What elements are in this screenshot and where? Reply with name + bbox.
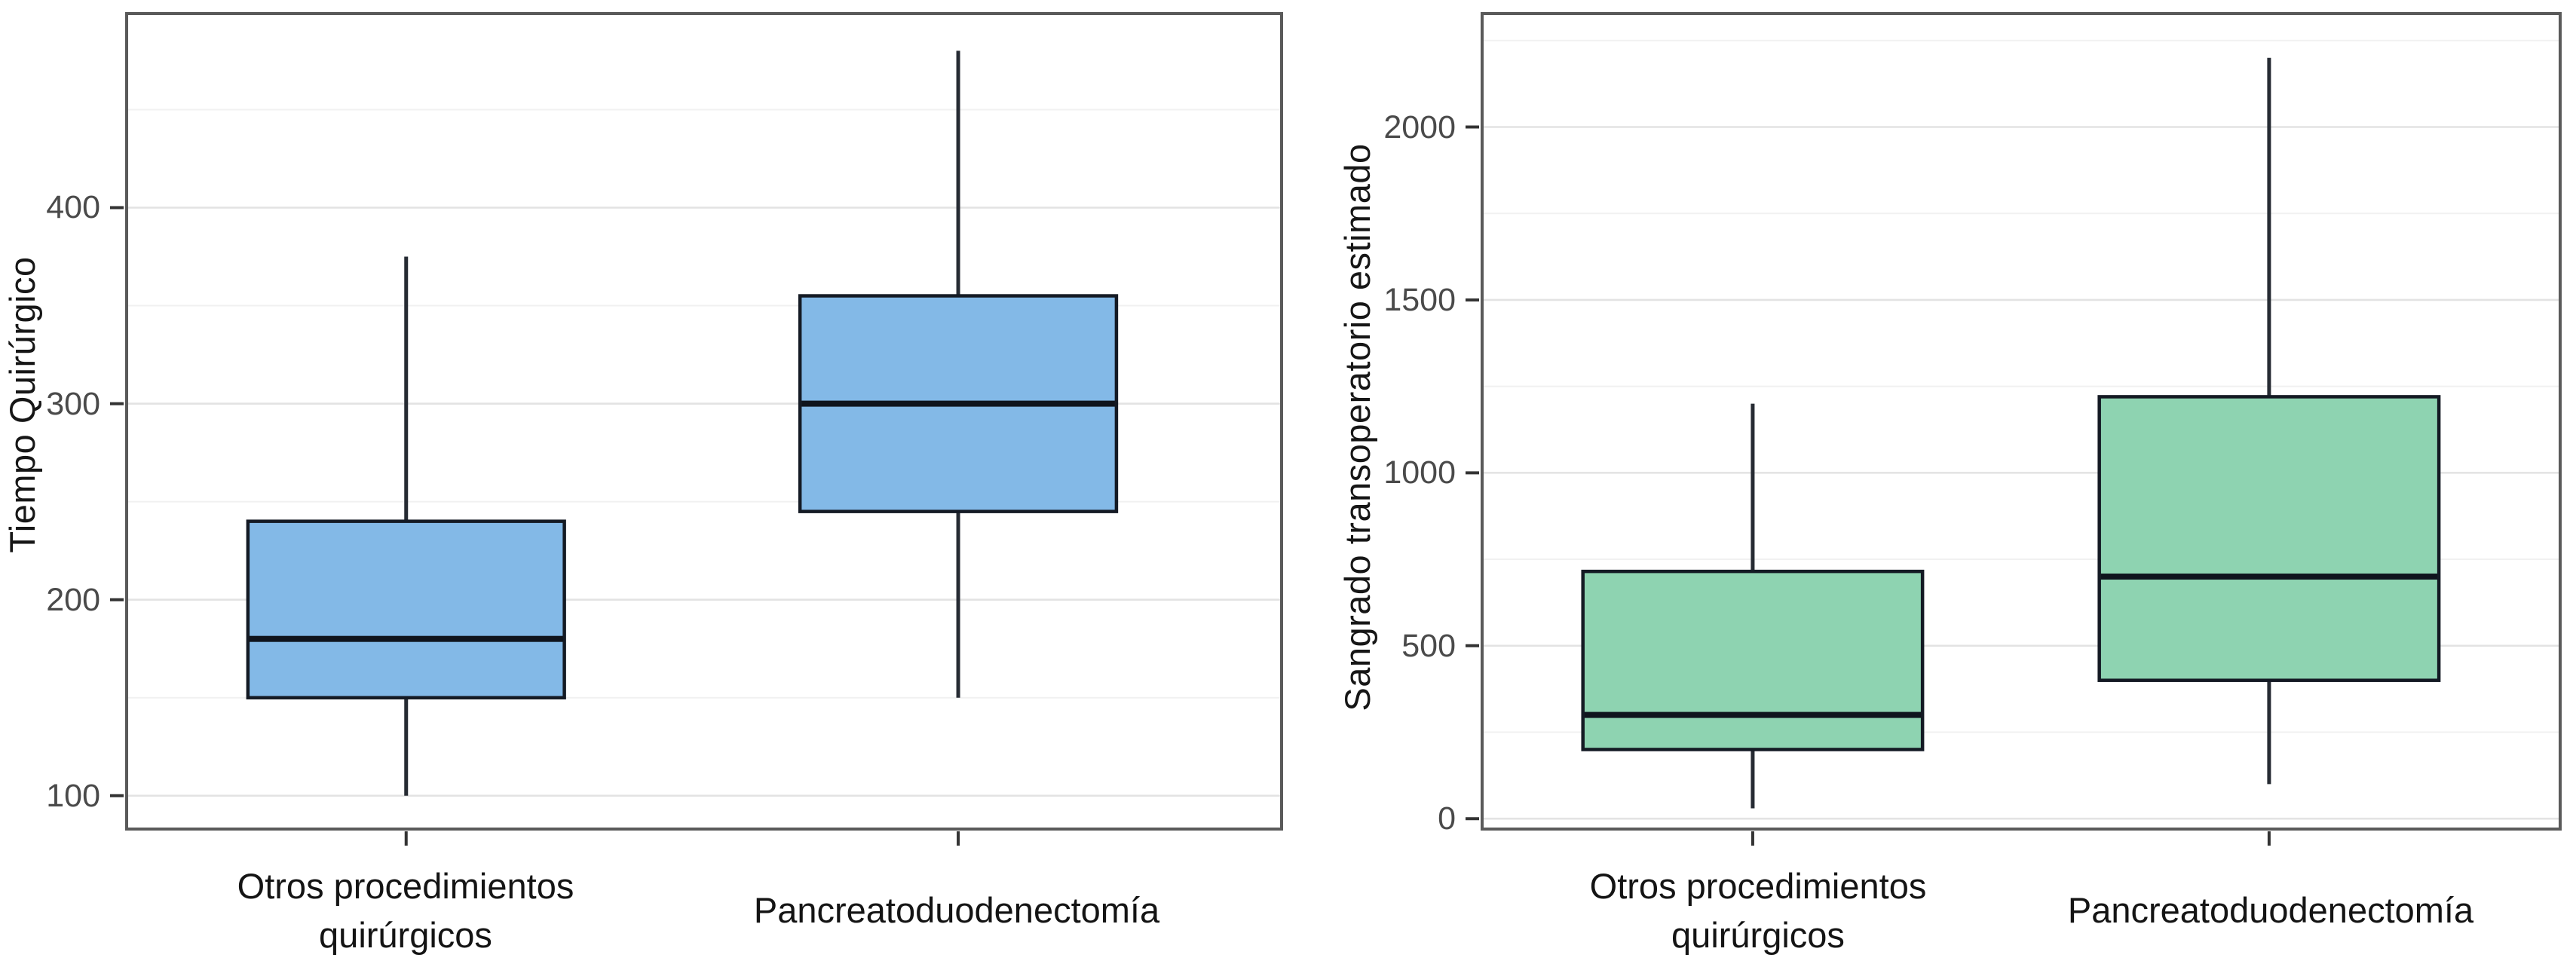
y-tick-label: 0 [1438, 800, 1456, 837]
median-line [2100, 574, 2438, 580]
category-label-b-pancreato: Pancreatoduodenectomía [2067, 890, 2474, 931]
panel-border [1481, 12, 2562, 831]
y-tick-label: 200 [46, 581, 100, 618]
category-label-a-pancreato: Pancreatoduodenectomía [753, 890, 1160, 931]
plot-area-panel-a [110, 12, 1283, 846]
y-tick-label: 1000 [1383, 454, 1456, 491]
category-label-b-otros: Otros procedimientos quirúrgicos [1589, 865, 1927, 955]
box [1581, 569, 1925, 751]
plot-area-panel-b [1466, 12, 2562, 846]
y-tick-label: 400 [46, 189, 100, 226]
median-line [1584, 711, 1922, 718]
median-line [249, 635, 563, 642]
y-tick-label: 100 [46, 777, 100, 814]
y-tick-label: 2000 [1383, 109, 1456, 145]
panel-border [125, 12, 1283, 831]
category-label-a-otros: Otros procedimientos quirúrgicos [237, 865, 574, 955]
y-tick-label: 1500 [1383, 281, 1456, 318]
box [2097, 395, 2441, 682]
y-tick-label: 300 [46, 385, 100, 422]
box [246, 519, 566, 699]
y-tick-label: 500 [1401, 627, 1456, 664]
median-line [801, 400, 1115, 407]
